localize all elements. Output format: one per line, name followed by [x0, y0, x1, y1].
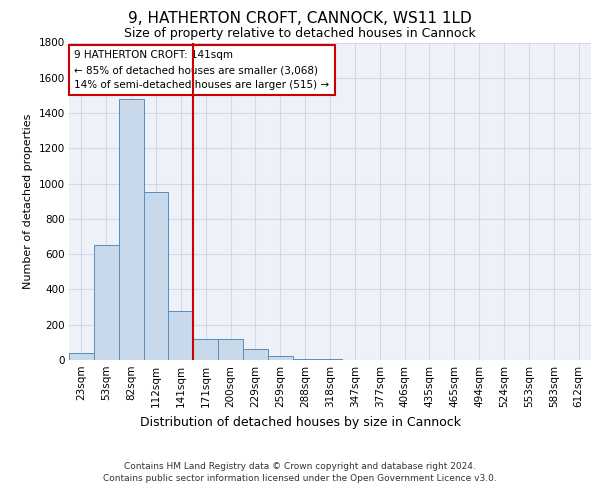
Bar	[218, 339, 243, 360]
Bar	[268, 356, 293, 360]
Bar	[169, 310, 193, 360]
Bar	[69, 353, 94, 360]
Text: Size of property relative to detached houses in Cannock: Size of property relative to detached ho…	[124, 28, 476, 40]
Bar	[243, 348, 268, 360]
Text: 9 HATHERTON CROFT: 141sqm
← 85% of detached houses are smaller (3,068)
14% of se: 9 HATHERTON CROFT: 141sqm ← 85% of detac…	[74, 50, 329, 90]
Text: Distribution of detached houses by size in Cannock: Distribution of detached houses by size …	[139, 416, 461, 429]
Bar	[293, 359, 317, 360]
Bar	[143, 192, 169, 360]
Text: 9, HATHERTON CROFT, CANNOCK, WS11 1LD: 9, HATHERTON CROFT, CANNOCK, WS11 1LD	[128, 11, 472, 26]
Text: Contains HM Land Registry data © Crown copyright and database right 2024.
Contai: Contains HM Land Registry data © Crown c…	[103, 462, 497, 483]
Y-axis label: Number of detached properties: Number of detached properties	[23, 114, 33, 289]
Bar	[193, 339, 218, 360]
Bar	[94, 246, 119, 360]
Bar	[119, 99, 143, 360]
Bar	[317, 359, 343, 360]
